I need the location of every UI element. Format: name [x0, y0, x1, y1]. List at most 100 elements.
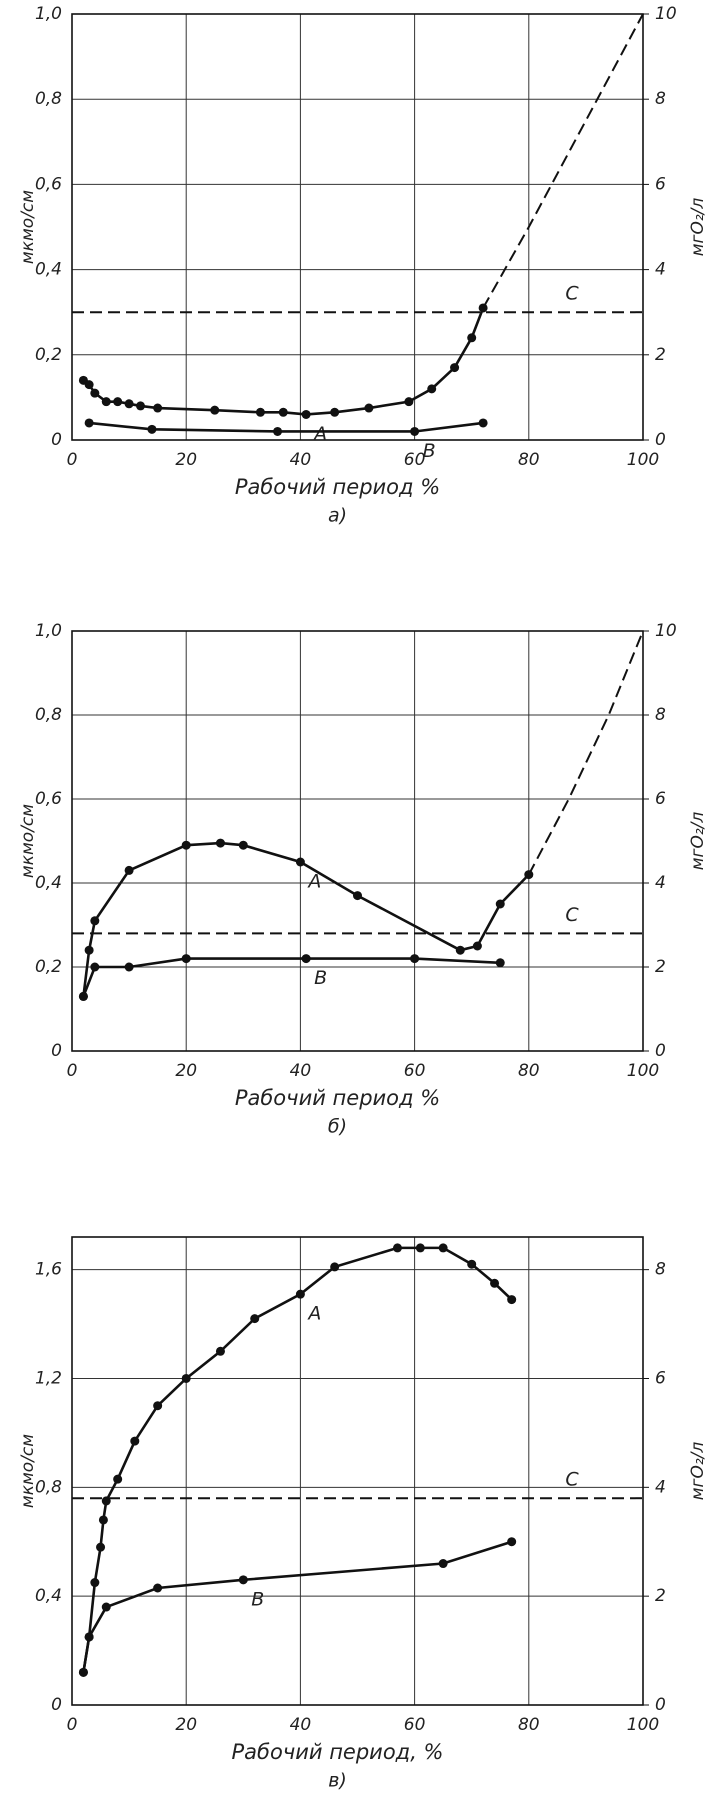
series-label: A: [306, 1303, 321, 1325]
y-tick-label: 1,2: [35, 1368, 62, 1388]
series-label: A: [312, 423, 327, 445]
x-tick-label: 80: [518, 450, 540, 470]
y-tick-label: 0,2: [35, 957, 62, 977]
data-point: [84, 1632, 94, 1642]
series-line: [482, 13, 644, 309]
data-point: [415, 1243, 425, 1253]
data-point: [301, 954, 311, 964]
data-point: [215, 1346, 225, 1356]
data-point: [153, 1583, 163, 1593]
x-tick-label: 40: [290, 1715, 312, 1735]
data-point: [490, 1278, 500, 1288]
data-point: [472, 941, 482, 951]
y-tick-label: 0,6: [35, 789, 62, 809]
y2-tick-label: 4: [655, 260, 666, 280]
y-tick-label: 1,6: [35, 1260, 62, 1280]
y2-tick-label: 0: [655, 430, 666, 450]
y-tick-label: 0,8: [35, 89, 62, 109]
data-point: [495, 958, 505, 968]
y2-tick-label: 4: [655, 1477, 666, 1497]
data-point: [90, 962, 100, 972]
data-point: [153, 1401, 163, 1411]
x-axis-label: Рабочий период %: [235, 1086, 440, 1110]
x-tick-label: 20: [175, 450, 197, 470]
x-tick-label: 80: [518, 1715, 540, 1735]
data-point: [438, 1559, 448, 1569]
y2-axis-label: мгO₂/л: [688, 198, 708, 257]
y2-axis-label: мгO₂/л: [688, 1442, 708, 1501]
series-line: [82, 307, 485, 416]
series-label: C: [565, 904, 579, 926]
x-tick-label: 20: [175, 1061, 197, 1081]
data-point: [124, 865, 134, 875]
y-tick-label: 0,4: [35, 260, 62, 280]
data-point: [507, 1537, 517, 1547]
x-tick-label: 60: [404, 1715, 426, 1735]
series-label: C: [565, 283, 579, 305]
x-tick-label: 0: [67, 1715, 78, 1735]
data-point: [84, 380, 94, 390]
x-tick-label: 100: [627, 1715, 659, 1735]
data-point: [410, 426, 420, 436]
y-tick-label: 0,8: [35, 1477, 62, 1497]
data-point: [404, 397, 414, 407]
y2-tick-label: 2: [655, 345, 666, 365]
y2-axis-label: мгO₂/л: [688, 812, 708, 871]
data-point: [147, 424, 157, 434]
data-point: [84, 418, 94, 428]
y-tick-label: 0,4: [35, 1586, 62, 1606]
y-axis-label: мкмо/см: [18, 1434, 38, 1508]
x-tick-label: 40: [290, 450, 312, 470]
y-tick-label: 0,2: [35, 345, 62, 365]
x-tick-label: 0: [67, 1061, 78, 1081]
data-point: [101, 1602, 111, 1612]
series-label: B: [314, 967, 327, 989]
data-point: [215, 838, 225, 848]
data-point: [153, 403, 163, 413]
data-point: [301, 409, 311, 419]
series-line: [82, 1540, 513, 1673]
y2-tick-label: 6: [655, 174, 666, 194]
data-point: [495, 899, 505, 909]
data-point: [330, 1262, 340, 1272]
x-axis-label: Рабочий период %: [235, 475, 440, 499]
y-tick-label: 1,0: [35, 4, 62, 24]
y2-tick-label: 8: [655, 89, 666, 109]
data-point: [113, 397, 123, 407]
y-tick-label: 0: [51, 1695, 62, 1715]
data-point: [255, 407, 265, 417]
plot-frame: [71, 1236, 644, 1706]
data-point: [467, 1259, 477, 1269]
data-point: [98, 1515, 108, 1525]
data-point: [427, 384, 437, 394]
data-point: [181, 954, 191, 964]
data-point: [238, 1575, 248, 1585]
y2-tick-label: 8: [655, 1260, 666, 1280]
data-point: [124, 399, 134, 409]
data-point: [96, 1542, 106, 1552]
data-point: [84, 945, 94, 955]
y-tick-label: 0: [51, 1041, 62, 1061]
data-point: [455, 945, 465, 955]
series-label: B: [423, 440, 436, 462]
data-point: [278, 407, 288, 417]
data-point: [438, 1243, 448, 1253]
y2-tick-label: 0: [655, 1695, 666, 1715]
x-tick-label: 100: [627, 450, 659, 470]
data-point: [130, 1436, 140, 1446]
x-tick-label: 80: [518, 1061, 540, 1081]
y2-tick-label: 10: [655, 621, 677, 641]
x-tick-label: 0: [67, 450, 78, 470]
y2-tick-label: 4: [655, 873, 666, 893]
data-point: [392, 1243, 402, 1253]
x-tick-label: 60: [404, 450, 426, 470]
data-point: [273, 426, 283, 436]
caption: в): [328, 1770, 347, 1792]
data-point: [410, 954, 420, 964]
y2-tick-label: 6: [655, 1368, 666, 1388]
series-label: B: [251, 1588, 264, 1610]
caption: б): [328, 1116, 347, 1138]
data-point: [136, 401, 146, 411]
data-point: [467, 333, 477, 343]
